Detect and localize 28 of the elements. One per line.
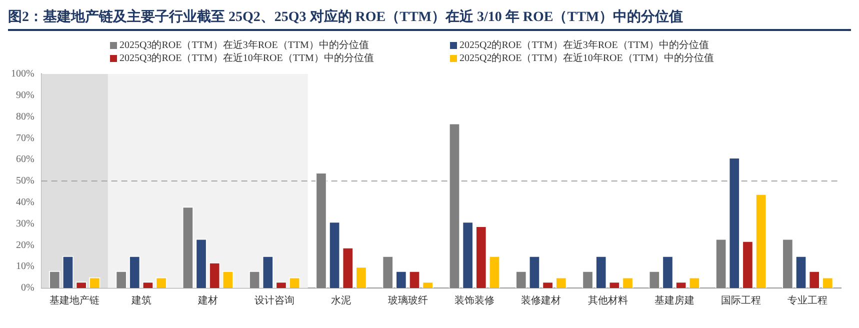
x-tick-label: 装修建材 [521,294,562,307]
x-tick-label: 专业工程 [788,294,828,307]
y-tick-label: 0% [20,282,34,294]
x-tick-label: 其他材料 [588,294,628,307]
x-tick-label: 装饰装修 [454,294,494,307]
x-tick-label: 基建地产链 [50,294,100,307]
x-tick-label: 建材 [196,294,218,307]
x-tick-label: 水泥 [331,294,352,307]
y-tick-label: 70% [16,132,34,144]
x-tick-label: 基建房建 [654,294,694,307]
chart-title: 图2：基建地产链及主要子行业截至 25Q2、25Q3 对应的 ROE（TTM）在近 3/10 年 ROE（TTM）中的分位值 [8,8,851,31]
y-tick-label: 30% [16,218,34,230]
x-tick-label: 国际工程 [721,296,762,307]
legend-label: 2025Q3的ROE（TTM）在近3年ROE（TTM）中的分位值 [120,39,369,52]
y-tick-label: 60% [16,154,34,166]
x-tick-label: 建筑 [130,294,152,307]
legend-label: 2025Q2的ROE（TTM）在近3年ROE（TTM）中的分位值 [460,39,709,52]
x-tick-label: 设计咨询 [254,294,295,307]
y-tick-label: 80% [16,111,34,122]
y-tick-label: 50% [16,176,34,187]
y-tick-label: 20% [16,240,34,251]
y-tick-label: 10% [16,261,34,272]
y-tick-label: 90% [16,90,34,102]
y-tick-label: 40% [16,197,34,208]
y-tick-label: 100% [10,68,34,80]
x-tick-label: 玻璃玻纤 [388,294,428,307]
legend-label: 2025Q3的ROE（TTM）在近10年ROE（TTM）中的分位值 [120,52,374,65]
legend-label: 2025Q2的ROE（TTM）在近10年ROE（TTM）中的分位值 [460,52,714,65]
